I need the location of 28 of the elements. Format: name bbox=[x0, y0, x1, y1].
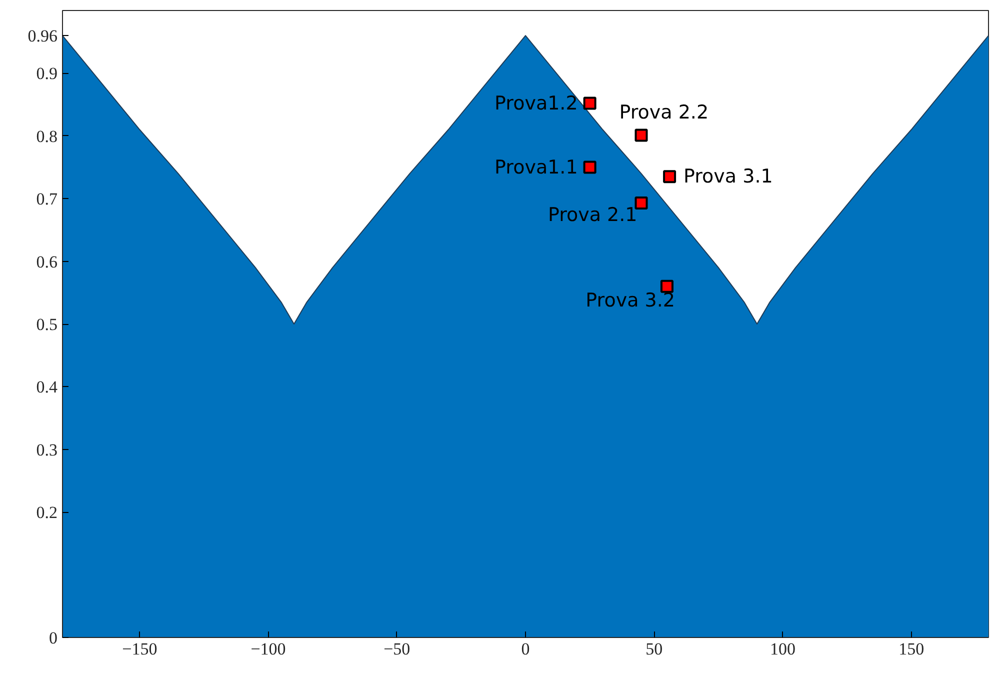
annotation: Prova 3.2 bbox=[586, 289, 675, 312]
annotation: Prova1.2 bbox=[494, 92, 578, 114]
y-tick-label: 0.3 bbox=[36, 440, 58, 460]
x-tick-label: 100 bbox=[770, 640, 796, 658]
y-tick-label: 0.8 bbox=[36, 126, 58, 146]
y-tick-label: 0.4 bbox=[36, 378, 58, 397]
x-tick-label: 50 bbox=[646, 640, 663, 658]
point bbox=[663, 170, 676, 184]
y-tick-label: 0.9 bbox=[36, 64, 58, 84]
point bbox=[660, 280, 674, 293]
x-tick-label: 0 bbox=[521, 640, 530, 658]
x-tick-label: −50 bbox=[384, 640, 410, 658]
y-tick-label: 0.2 bbox=[36, 503, 58, 522]
x-tick-label: −150 bbox=[122, 640, 158, 658]
x-tick-label: −100 bbox=[250, 640, 286, 658]
x-tick-label: 150 bbox=[898, 640, 924, 658]
y-tick-label: 0.6 bbox=[36, 252, 58, 272]
annotation: Prova1.1 bbox=[494, 156, 578, 178]
y-tick-label: 0.96 bbox=[28, 26, 58, 46]
y-tick-label: 0.5 bbox=[36, 315, 58, 334]
point bbox=[634, 196, 648, 210]
point bbox=[583, 160, 596, 174]
annotation: Prova 3.1 bbox=[684, 166, 773, 188]
annotation: Prova 2.1 bbox=[548, 204, 638, 226]
point bbox=[634, 128, 648, 142]
annotation: Prova 2.2 bbox=[619, 101, 709, 124]
point bbox=[583, 96, 596, 110]
y-tick-label: 0.7 bbox=[36, 190, 58, 209]
